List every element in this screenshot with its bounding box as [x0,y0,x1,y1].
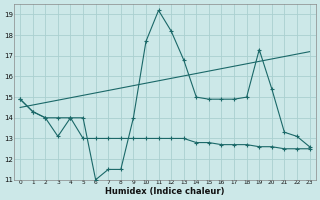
X-axis label: Humidex (Indice chaleur): Humidex (Indice chaleur) [105,187,225,196]
